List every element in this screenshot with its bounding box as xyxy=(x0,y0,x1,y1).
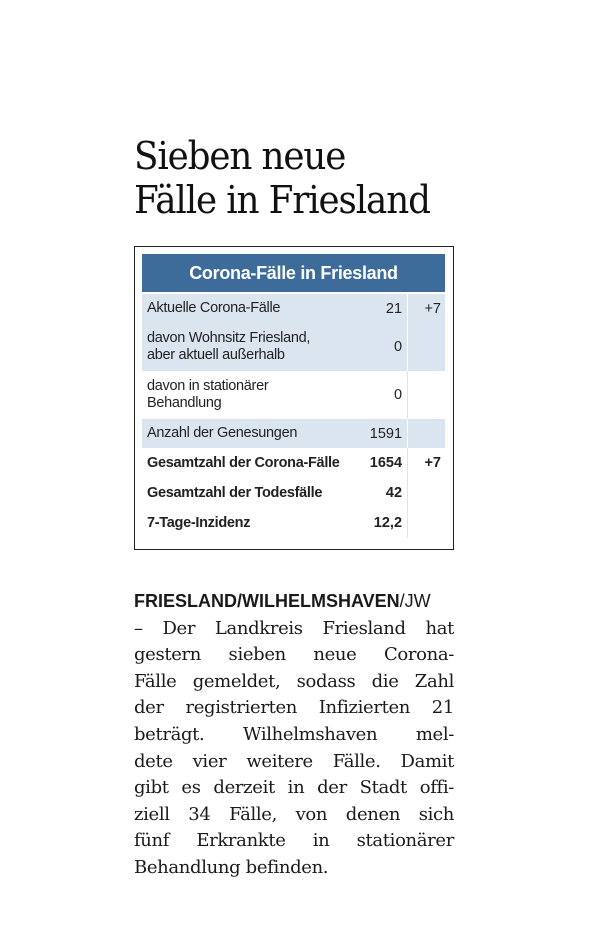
table-row: Gesamtzahl der Todesfälle 42 xyxy=(142,478,445,508)
corona-factbox: Corona-Fälle in Friesland Aktuelle Coron… xyxy=(134,246,454,550)
row-value: 42 xyxy=(358,478,409,508)
row-label-line-1: davon Wohnsitz Friesland, xyxy=(147,330,311,346)
article-line: FRIESLAND/WILHELMSHAVEN/JW xyxy=(134,588,454,616)
table-row: davon Wohnsitz Friesland, aber aktuell a… xyxy=(142,323,445,371)
article-line: beträgt. Wilhelmshaven mel- xyxy=(134,723,454,745)
article-line: ziell 34 Fälle, von denen sich xyxy=(134,803,454,825)
row-label: Gesamtzahl der Corona-Fälle xyxy=(147,454,340,471)
row-change xyxy=(407,419,445,448)
table-row: Gesamtzahl der Corona-Fälle 1654 +7 xyxy=(142,448,445,478)
row-value: 21 xyxy=(358,294,409,323)
row-label: davon in stationärer Behandlung xyxy=(142,371,359,419)
row-label-line-2: aber aktuell außerhalb xyxy=(147,347,285,363)
row-value: 0 xyxy=(358,371,409,419)
table-row: davon in stationärer Behandlung 0 xyxy=(142,371,445,419)
article-line: – Der Landkreis Friesland hat xyxy=(134,617,454,639)
table-row: Anzahl der Genesungen 1591 xyxy=(142,419,445,448)
row-change xyxy=(408,371,445,419)
row-label: Aktuelle Corona-Fälle xyxy=(142,294,359,323)
row-label: Anzahl der Genesungen xyxy=(142,419,359,448)
row-label: 7-Tage-Inzidenz xyxy=(147,514,251,531)
article-line: der registrierten Infizierten 21 xyxy=(134,697,454,719)
row-change xyxy=(408,478,445,508)
headline: Sieben neue Fälle in Friesland xyxy=(134,134,444,222)
factbox-title: Corona-Fälle in Friesland xyxy=(142,254,445,292)
table-row: 7-Tage-Inzidenz 12,2 xyxy=(142,508,445,538)
row-label-line-2: Behandlung xyxy=(147,395,222,411)
row-change: +7 xyxy=(424,455,441,471)
row-value: 1654 xyxy=(358,448,409,478)
row-label: Gesamtzahl der Todesfälle xyxy=(147,484,323,501)
article-line: Fälle gemeldet, sodass die Zahl xyxy=(134,670,454,692)
article-author: /JW xyxy=(399,591,431,611)
headline-line-2: Fälle in Friesland xyxy=(134,178,431,222)
row-value: 1591 xyxy=(358,419,409,448)
row-change: +7 xyxy=(407,294,445,323)
row-label-line-1: davon in stationärer xyxy=(147,378,269,394)
row-change xyxy=(407,323,445,371)
article-body: FRIESLAND/WILHELMSHAVEN/JW – Der Landkre… xyxy=(134,588,454,882)
factbox-table: Aktuelle Corona-Fälle 21 +7 davon Wohnsi… xyxy=(142,294,445,538)
row-label: davon Wohnsitz Friesland, aber aktuell a… xyxy=(142,323,359,371)
row-value: 12,2 xyxy=(358,508,409,538)
article-line: gestern sieben neue Corona- xyxy=(134,644,454,666)
article-line: Behandlung befinden. xyxy=(134,856,329,878)
row-change xyxy=(408,508,445,538)
row-value: 0 xyxy=(358,323,409,371)
article-dateline: FRIESLAND/WILHELMSHAVEN xyxy=(134,591,400,611)
headline-line-1: Sieben neue xyxy=(134,134,346,178)
article-line: fünf Erkrankte in stationärer xyxy=(134,830,454,852)
article-line: gibt es derzeit in der Stadt offi- xyxy=(134,777,454,799)
table-row: Aktuelle Corona-Fälle 21 +7 xyxy=(142,294,445,323)
article-line: dete vier weitere Fälle. Damit xyxy=(134,750,454,772)
